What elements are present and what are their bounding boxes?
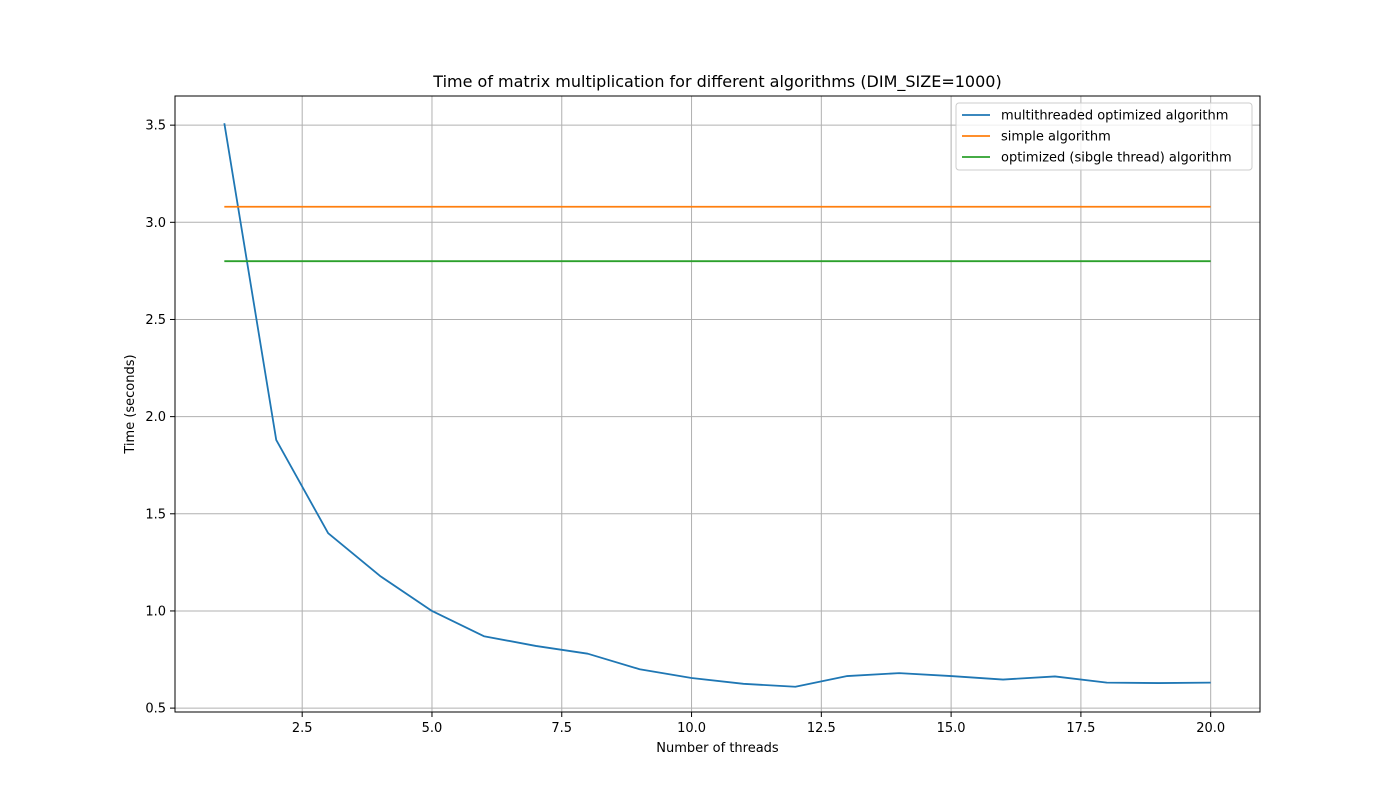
x-tick-label: 2.5 [292,721,313,736]
series-lines [223,123,1211,688]
legend-label-1: multithreaded optimized algorithm [1001,109,1228,124]
legend-label-2: simple algorithm [1001,130,1111,145]
y-axis-ticks: 0.5 1.0 1.5 2.0 2.5 3.0 3.5 [145,119,175,717]
legend-box [955,102,1253,171]
y-tick-label: 3.0 [145,216,166,231]
y-tick-label: 1.5 [145,507,166,522]
legend-entries: multithreaded optimized algorithm simple … [962,109,1232,166]
legend: multithreaded optimized algorithm simple … [955,102,1253,171]
x-tick-label: 15.0 [937,721,966,736]
x-tick-label: 7.5 [551,721,572,736]
y-tick-label: 1.0 [145,604,166,619]
chart-title: Time of matrix multiplication for differ… [432,72,1001,92]
series-line-1 [223,123,1211,688]
x-tick-label: 5.0 [422,721,443,736]
y-axis-label: Time (seconds) [123,354,138,454]
x-tick-label: 10.0 [677,721,706,736]
y-tick-label: 3.5 [145,119,166,134]
x-axis-label: Number of threads [656,741,779,756]
y-tick-label: 0.5 [145,702,166,717]
grid [175,96,1260,712]
x-tick-label: 20.0 [1196,721,1225,736]
plot-area-frame [174,95,1261,713]
legend-label-3: optimized (sibgle thread) algorithm [1001,151,1232,166]
y-tick-label: 2.0 [145,410,166,425]
x-tick-label: 12.5 [807,721,836,736]
y-tick-label: 2.5 [145,313,166,328]
x-axis-ticks: 2.5 5.0 7.5 10.0 12.5 15.0 17.5 20.0 [292,712,1225,736]
x-tick-label: 17.5 [1066,721,1095,736]
